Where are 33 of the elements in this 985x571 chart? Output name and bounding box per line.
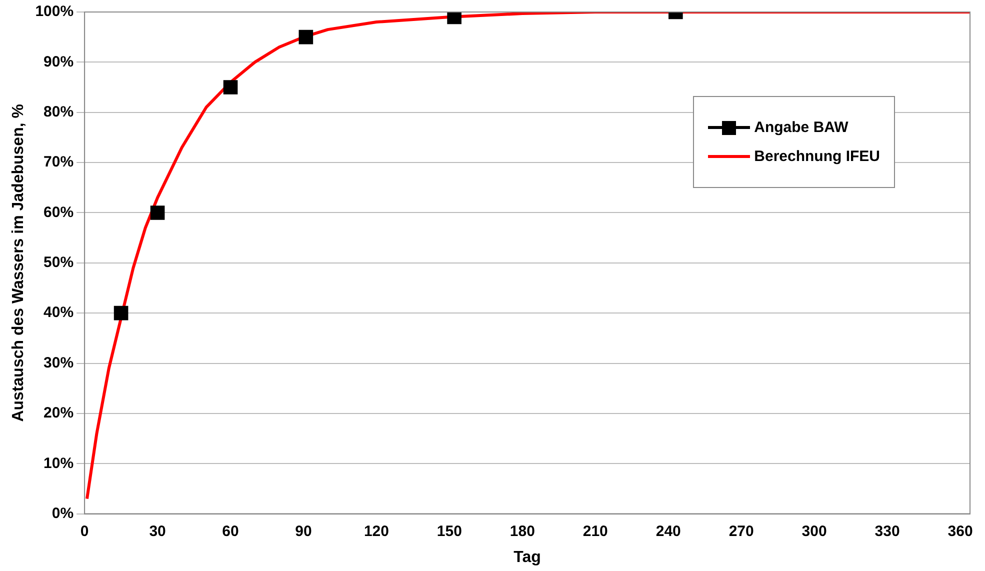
x-tick-label: 90 (295, 522, 312, 540)
y-tick-label: 50% (44, 254, 74, 272)
y-tick-label: 30% (44, 354, 74, 372)
x-tick-label: 0 (80, 522, 89, 540)
x-tick-label: 240 (656, 522, 681, 540)
x-tick-label: 360 (948, 522, 973, 540)
y-axis-title: Austausch des Wassers im Jadebusen, % (10, 104, 28, 422)
x-tick-label: 330 (874, 522, 900, 540)
y-tick-label: 20% (44, 404, 74, 422)
x-tick-label: 210 (582, 522, 608, 540)
point (114, 306, 128, 320)
x-tick-label: 180 (510, 522, 535, 540)
legend-label: Angabe BAW (754, 119, 848, 136)
x-tick-label: 150 (436, 522, 462, 540)
y-tick-label: 100% (35, 3, 74, 20)
y-tick-label: 0% (52, 504, 74, 522)
x-tick-label: 30 (149, 522, 166, 540)
y-tick-label: 90% (44, 53, 74, 70)
y-tick-label: 70% (44, 154, 74, 171)
x-tick-label: 300 (802, 522, 827, 540)
point (447, 12, 462, 24)
y-tick-label: 80% (44, 104, 74, 120)
x-tick-label: 270 (728, 522, 754, 540)
x-tick-label: 120 (364, 522, 389, 540)
point (150, 206, 165, 220)
y-tick-label: 10% (44, 454, 74, 472)
legend-label: Berechnung IFEU (754, 148, 880, 165)
point (223, 80, 238, 94)
x-tick-label: 60 (222, 522, 239, 540)
y-tick-label: 40% (44, 304, 74, 322)
y-tick-label: 60% (44, 204, 74, 221)
x-axis-title: Tag (514, 548, 541, 566)
point (298, 30, 314, 44)
